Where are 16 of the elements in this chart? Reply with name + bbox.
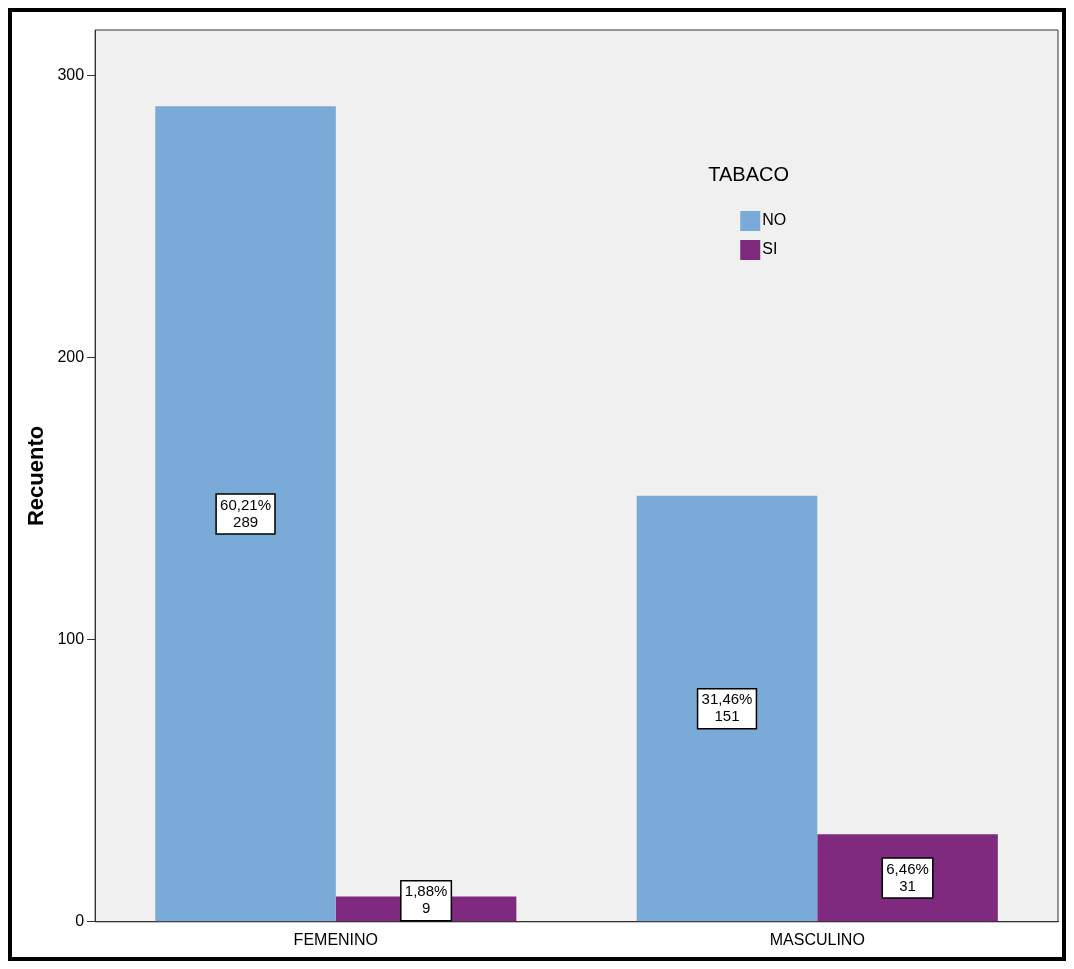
- x-tick-label: MASCULINO: [769, 930, 865, 948]
- y-axis-title: Recuento: [23, 425, 49, 527]
- legend-label: SI: [762, 240, 778, 258]
- data-label: 31,46% 151: [701, 690, 753, 725]
- bar: [636, 495, 818, 922]
- data-label: 60,21% 289: [220, 495, 271, 530]
- data-label: 6,46% 31: [886, 859, 929, 894]
- data-label: 1,88% 9: [404, 882, 448, 917]
- legend-title: TABACO: [708, 162, 790, 185]
- bar: [155, 106, 336, 922]
- y-tick-label: 100: [57, 629, 85, 647]
- x-tick-label: FEMENINO: [293, 930, 379, 948]
- legend-label: NO: [762, 211, 787, 229]
- y-tick-label: 300: [57, 65, 85, 83]
- y-tick-label: 200: [57, 347, 85, 365]
- y-tick-label: 0: [75, 912, 85, 930]
